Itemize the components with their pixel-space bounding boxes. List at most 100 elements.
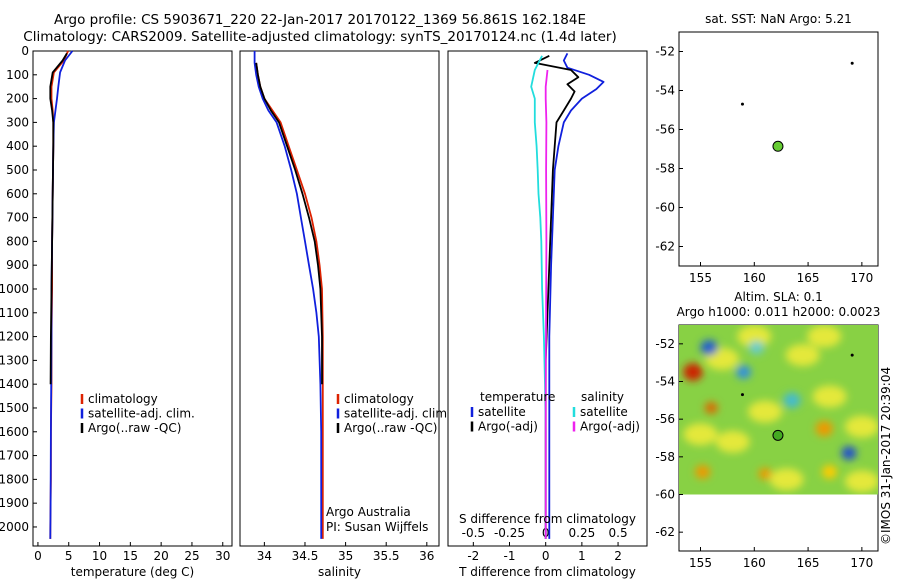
depth-tick-label: 1100 xyxy=(0,306,29,320)
depth-tick-label: 1700 xyxy=(0,449,29,463)
sla-map-x-tick-label: 165 xyxy=(797,556,820,570)
depth-tick-label: 1000 xyxy=(0,282,29,296)
sla-map-title-line1: Altim. SLA: 0.1 xyxy=(734,290,822,304)
sst-map-y-tick-label: -56 xyxy=(655,123,675,137)
difference-series-line xyxy=(548,52,605,539)
sla-map-blob-yellow xyxy=(812,385,847,408)
timestamp-watermark: ©IMOS 31-Jan-2017 20:39:04 xyxy=(879,367,893,545)
depth-tick-label: 1300 xyxy=(0,353,29,367)
depth-tick-label: 800 xyxy=(6,234,29,248)
salinity-axes xyxy=(239,50,440,547)
sla-map-anomaly xyxy=(683,363,703,381)
temperature-x-tick-label: 10 xyxy=(92,549,107,563)
depth-tick-label: 900 xyxy=(6,258,29,272)
difference-s-tick-label: -0.5 xyxy=(462,526,485,540)
sla-map-anomaly xyxy=(783,392,801,409)
difference-x-tick-label: 0 xyxy=(542,549,550,563)
sst-map-y-tick-label: -60 xyxy=(655,201,675,215)
difference-x-tick-label: -2 xyxy=(467,549,479,563)
temperature-legend-label: satellite-adj. clim. xyxy=(88,407,195,421)
sst-map-y-tick-label: -54 xyxy=(655,84,675,98)
difference-x-tick-label: -1 xyxy=(504,549,516,563)
sst-map-x-tick-label: 155 xyxy=(689,271,712,285)
sla-map-blob-yellow xyxy=(769,468,804,491)
temperature-x-tick-label: 0 xyxy=(34,549,42,563)
sst-map-profile-marker xyxy=(772,140,784,152)
depth-tick-label: 300 xyxy=(6,115,29,129)
salinity-x-tick-label: 36 xyxy=(419,549,434,563)
depth-tick-label: 500 xyxy=(6,163,29,177)
sla-map-blobs xyxy=(683,325,878,493)
depth-tick-label: 1500 xyxy=(0,401,29,415)
sst-map-y-tick-label: -62 xyxy=(655,240,675,254)
depth-tick-label: 1200 xyxy=(0,330,29,344)
difference-s-tick-label: 0.5 xyxy=(609,526,628,540)
temperature-series-line xyxy=(49,52,68,385)
sla-map-y-tick-label: -58 xyxy=(655,450,675,464)
depth-tick-label: 400 xyxy=(6,139,29,153)
sla-map-track-marker xyxy=(740,393,744,397)
sst-map-title: sat. SST: NaN Argo: 5.21 xyxy=(705,12,852,26)
difference-legend-temperature-label: Argo(-adj) xyxy=(478,420,538,434)
salinity-legend-label: climatology xyxy=(344,392,414,406)
sst-map-y-tick-label: -52 xyxy=(655,45,675,59)
depth-tick-label: 0 xyxy=(21,44,29,58)
sla-map-anomaly xyxy=(704,402,718,414)
sla-map-y-tick-label: -52 xyxy=(655,337,675,351)
header-line1: Argo profile: CS 5903671_220 22-Jan-2017… xyxy=(53,12,587,28)
depth-tick-label: 2000 xyxy=(0,520,29,534)
depth-tick-label: 1600 xyxy=(0,425,29,439)
difference-xlabel-top: S difference from climatology xyxy=(459,512,636,526)
sst-map-x-tick-label: 165 xyxy=(797,271,820,285)
temperature-axes xyxy=(32,50,233,547)
temperature-legend-label: climatology xyxy=(88,392,158,406)
sla-map-anomaly xyxy=(822,465,838,479)
sst-map-track-marker xyxy=(740,102,744,106)
sla-map-track-marker xyxy=(850,353,854,357)
sla-map-anomaly xyxy=(815,420,833,437)
salinity-annotation-line1: Argo Australia xyxy=(326,505,411,519)
depth-tick-label: 200 xyxy=(6,92,29,106)
salinity-x-tick-label: 35 xyxy=(338,549,353,563)
sla-map-y-tick-label: -60 xyxy=(655,488,675,502)
sla-map-blob-yellow xyxy=(737,325,772,348)
sla-map-profile-marker xyxy=(772,429,784,441)
difference-legend-temperature-header: temperature xyxy=(480,390,555,404)
salinity-series-line xyxy=(253,51,323,539)
sla-map-y-tick-label: -62 xyxy=(655,525,675,539)
salinity-xlabel: salinity xyxy=(318,565,361,579)
sla-map-title-line2: Argo h1000: 0.011 h2000: 0.0023 xyxy=(677,305,881,319)
salinity-series-line xyxy=(255,62,323,385)
salinity-legend-label: Argo(..raw -QC) xyxy=(344,421,437,435)
difference-legend-salinity-label: Argo(-adj) xyxy=(580,420,640,434)
temperature-x-tick-label: 15 xyxy=(123,549,138,563)
sla-map-x-tick-label: 155 xyxy=(689,556,712,570)
salinity-annotation-line2: PI: Susan Wijffels xyxy=(326,520,428,534)
difference-series-line xyxy=(544,69,549,539)
temperature-legend-label: Argo(..raw -QC) xyxy=(88,421,181,435)
depth-tick-label: 600 xyxy=(6,187,29,201)
sla-map-field xyxy=(679,325,878,495)
depth-tick-label: 700 xyxy=(6,211,29,225)
salinity-x-tick-label: 34.5 xyxy=(292,549,319,563)
temperature-x-tick-label: 5 xyxy=(65,549,73,563)
sla-map-blob-yellow xyxy=(807,325,842,348)
depth-tick-label: 1800 xyxy=(0,472,29,486)
sla-map-anomaly xyxy=(700,339,718,356)
difference-xlabel: T difference from climatology xyxy=(458,565,636,579)
depth-tick-label: 1400 xyxy=(0,377,29,391)
sla-map-x-tick-label: 170 xyxy=(850,556,873,570)
sla-map-anomaly xyxy=(758,467,772,480)
temperature-x-tick-label: 25 xyxy=(184,549,199,563)
difference-legend-temperature-label: satellite xyxy=(478,405,526,419)
temperature-x-tick-label: 30 xyxy=(215,549,230,563)
sst-map-track-marker xyxy=(850,61,854,65)
salinity-x-tick-label: 35.5 xyxy=(373,549,400,563)
sla-map-blob-yellow xyxy=(683,423,718,446)
sla-map-blob-yellow xyxy=(785,344,820,367)
sst-map-x-tick-label: 160 xyxy=(743,271,766,285)
difference-legend-salinity-header: salinity xyxy=(581,390,624,404)
salinity-legend-label: satellite-adj. clim. xyxy=(344,407,451,421)
sla-map-y-tick-label: -56 xyxy=(655,412,675,426)
